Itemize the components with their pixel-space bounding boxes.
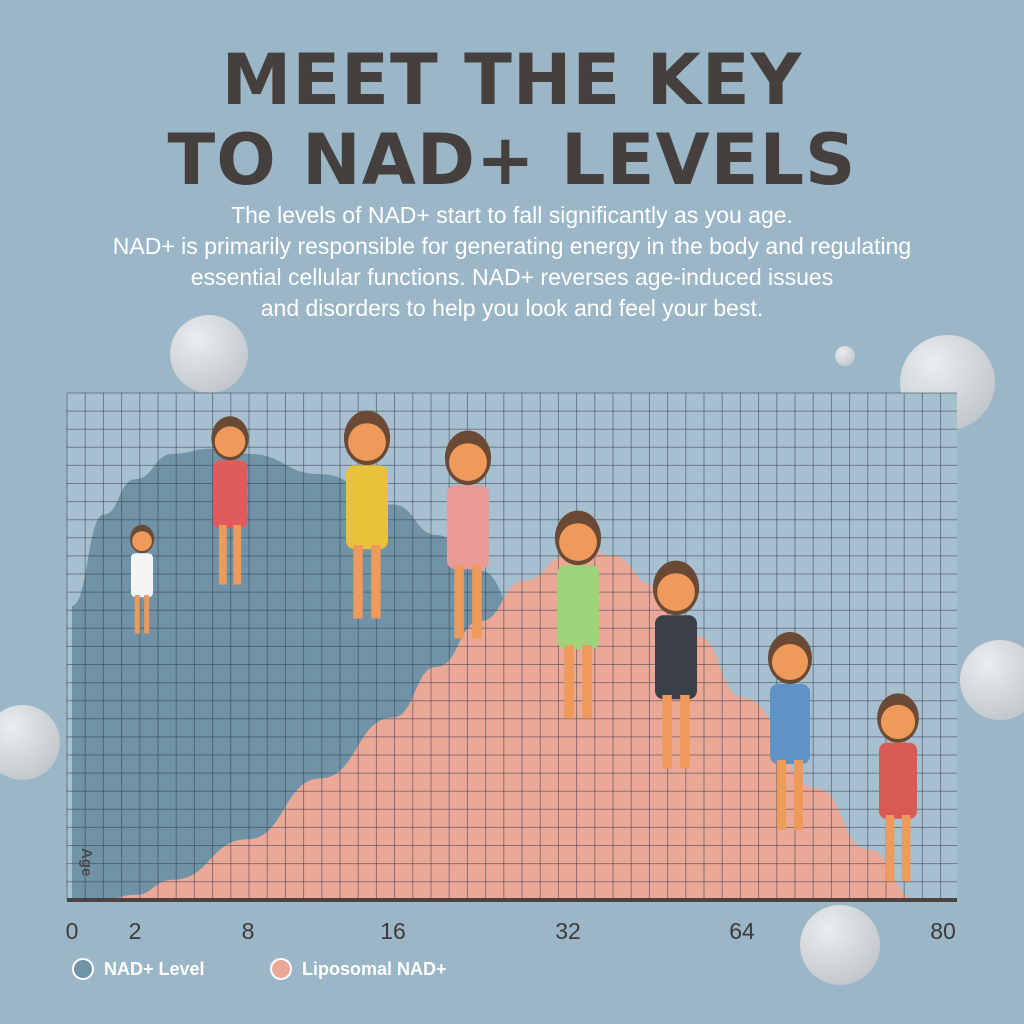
legend-label: NAD+ Level [104,958,205,979]
person-head-0 [132,531,152,551]
x-tick-label: 32 [555,918,581,944]
x-tick-label: 8 [241,918,255,944]
person-body-7 [879,742,917,819]
decorative-bubble [835,346,855,366]
person-body-5 [655,615,697,700]
person-head-2 [348,423,386,461]
subtitle-line: essential cellular functions. NAD+ rever… [190,264,834,290]
person-leg-7 [901,815,911,882]
title-line-2: TO NAD+ LEVELS [167,119,857,201]
decorative-bubble [170,315,248,393]
person-body-0 [131,553,153,598]
person-leg-4 [582,645,592,719]
person-leg-2 [353,545,363,619]
person-head-6 [772,644,808,680]
series-area-1 [72,550,918,900]
legend-swatch [72,958,94,980]
person-body-4 [557,565,599,650]
person-leg-6 [777,760,786,830]
person-leg-2 [371,545,381,619]
person-leg-0 [134,595,140,634]
decorative-bubble [800,905,880,985]
person-body-1 [213,460,247,529]
subtitle-line: and disorders to help you look and feel … [260,295,764,321]
y-axis-label: Age [78,848,95,877]
person-leg-1 [233,525,242,585]
person-head-4 [559,523,597,561]
person-body-6 [770,684,810,764]
person-leg-1 [218,525,227,585]
person-leg-7 [885,815,895,882]
title-line-1: MEET THE KEY [221,39,803,121]
legend-item-nad-level: NAD+ Level [72,958,205,980]
person-leg-4 [564,645,574,719]
person-leg-5 [662,695,672,769]
x-tick-label: 64 [729,918,755,944]
person-head-7 [880,704,916,740]
x-tick-label: 0 [65,918,79,944]
legend-swatch [270,958,292,980]
person-leg-3 [454,565,464,639]
subtitle: The levels of NAD+ start to fall signifi… [0,200,1024,324]
person-leg-3 [472,565,482,639]
person-head-3 [449,443,487,481]
person-leg-6 [794,760,803,830]
x-tick-label: 2 [128,918,142,944]
person-head-1 [214,426,246,458]
page-title: MEET THE KEY TO NAD+ LEVELS [0,40,1024,200]
x-tick-label: 16 [380,918,406,944]
x-tick-label: 80 [930,918,956,944]
person-leg-5 [680,695,690,769]
subtitle-line: NAD+ is primarily responsible for genera… [112,233,912,259]
person-leg-0 [144,595,150,634]
person-body-3 [447,485,489,570]
person-head-5 [657,573,695,611]
decorative-bubble [960,640,1024,720]
legend-item-liposomal-nad: Liposomal NAD+ [270,958,447,980]
decorative-bubble [0,705,60,780]
person-body-2 [346,465,388,550]
subtitle-line: The levels of NAD+ start to fall signifi… [231,202,793,228]
legend-label: Liposomal NAD+ [302,958,447,979]
